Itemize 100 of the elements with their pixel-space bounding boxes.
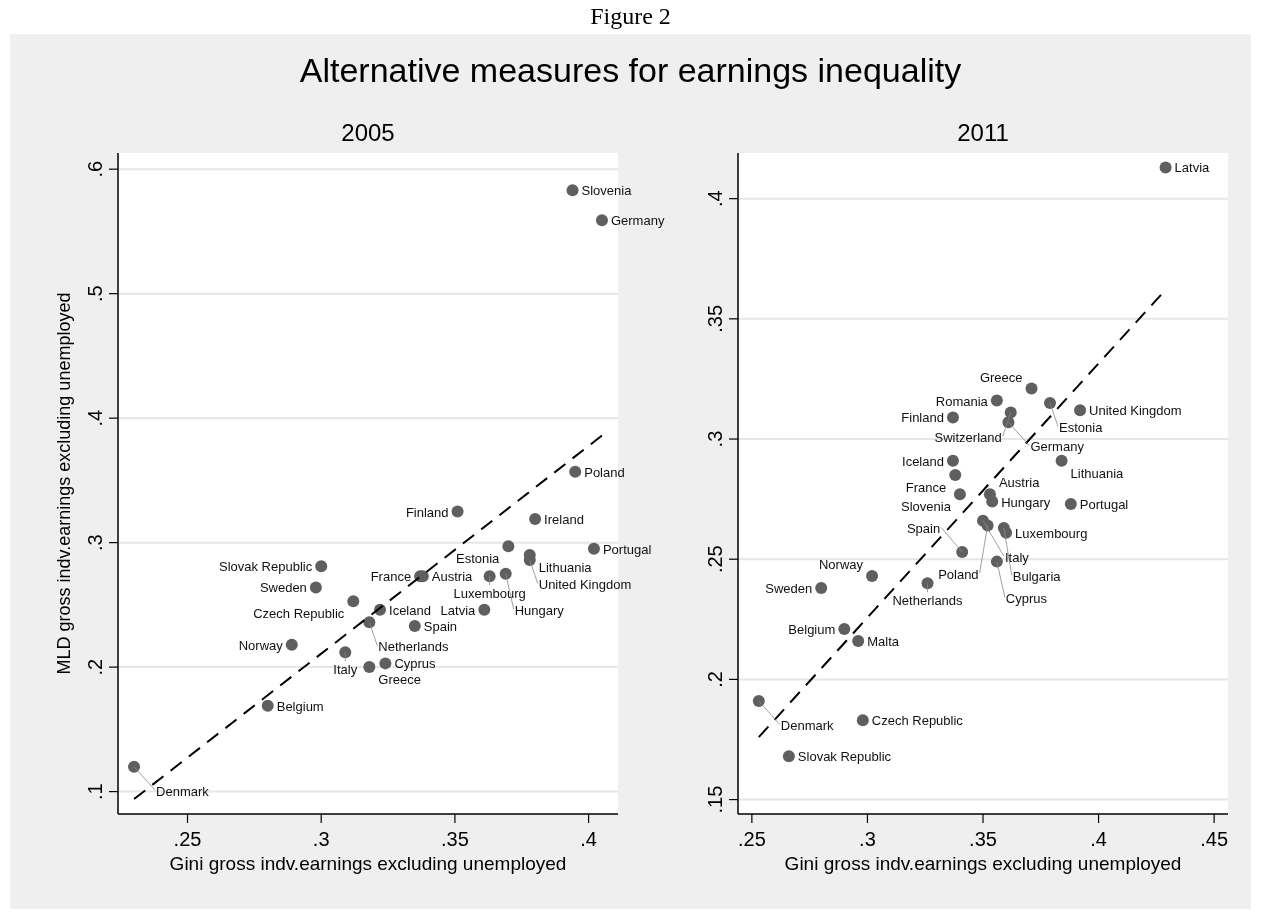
point bbox=[502, 540, 515, 553]
y-tick-label: .2 bbox=[704, 671, 726, 688]
point bbox=[408, 620, 421, 633]
point bbox=[566, 184, 579, 197]
annotation: Austria bbox=[998, 475, 1041, 491]
point bbox=[752, 695, 765, 708]
y-axis-title: MLD gross indv.earnings excluding unemployed bbox=[54, 292, 74, 675]
annotation: Denmark bbox=[780, 718, 835, 734]
annotation: Hungary bbox=[1001, 494, 1051, 510]
annotation: Lithuania bbox=[538, 560, 593, 576]
annotation: Austria bbox=[431, 569, 474, 585]
point bbox=[347, 595, 360, 608]
x-tick-label: .4 bbox=[1090, 828, 1107, 850]
point bbox=[1025, 382, 1038, 395]
annotation: Lithuania bbox=[1070, 465, 1125, 481]
annotation: Belgium bbox=[788, 621, 836, 637]
annotation: Greece bbox=[979, 369, 1023, 385]
annotation: Luxembourg bbox=[453, 586, 526, 602]
annotation: Luxembourg bbox=[1015, 525, 1088, 541]
point bbox=[285, 638, 298, 651]
point bbox=[315, 560, 328, 573]
annotation: Malta bbox=[867, 633, 900, 649]
annotation: Estonia bbox=[456, 551, 501, 567]
x-tick-label: .35 bbox=[969, 828, 997, 850]
annotation: Italy bbox=[1005, 549, 1030, 565]
point bbox=[1074, 404, 1087, 417]
caption: Figure 2 bbox=[590, 3, 671, 29]
point bbox=[949, 469, 962, 482]
annotation: France bbox=[370, 569, 412, 585]
annotation: Norway bbox=[238, 637, 284, 653]
annotation: Slovak Republic bbox=[797, 749, 892, 765]
annotation: Portugal bbox=[1079, 496, 1129, 512]
annotation: France bbox=[905, 480, 947, 496]
annotation: Slovenia bbox=[581, 183, 633, 199]
y-tick-label: .25 bbox=[704, 545, 726, 574]
point bbox=[866, 570, 879, 583]
annotation: Latvia bbox=[1174, 160, 1211, 176]
annotation: Denmark bbox=[156, 783, 210, 799]
annotation: Iceland bbox=[389, 602, 431, 618]
annotation: Romania bbox=[935, 393, 989, 409]
point bbox=[363, 661, 376, 674]
y-tick-label: .4 bbox=[84, 409, 106, 427]
annotation: Ireland bbox=[544, 511, 584, 527]
point bbox=[852, 634, 865, 647]
point bbox=[1055, 454, 1068, 467]
point bbox=[1044, 396, 1057, 409]
annotation: Greece bbox=[378, 672, 421, 688]
x-tick-label: .25 bbox=[737, 828, 766, 850]
annotation: Switzerland bbox=[934, 429, 1002, 445]
point bbox=[856, 714, 869, 727]
annotation: Belgium bbox=[276, 698, 324, 714]
point bbox=[478, 603, 491, 616]
annotation: Slovenia bbox=[901, 499, 952, 515]
annotation: Spain bbox=[906, 521, 941, 536]
text: Alternative measures for earnings inequality bbox=[299, 51, 962, 89]
chart-title: 2011 bbox=[957, 119, 1009, 146]
annotation: Poland bbox=[938, 566, 979, 582]
point bbox=[529, 512, 542, 525]
y-tick-label: .35 bbox=[704, 304, 726, 333]
point bbox=[309, 581, 322, 594]
x-tick-label: .4 bbox=[580, 828, 597, 850]
x-tick-label: .35 bbox=[440, 828, 469, 850]
annotation: Latvia bbox=[440, 602, 477, 618]
point bbox=[990, 394, 1003, 407]
annotation: Cyprus bbox=[394, 656, 437, 672]
point bbox=[499, 567, 512, 580]
annotation: Norway bbox=[818, 557, 864, 573]
point bbox=[986, 495, 999, 508]
x-tick-label: .3 bbox=[859, 828, 876, 850]
chart-title: 2005 bbox=[341, 119, 395, 146]
y-tick-label: .2 bbox=[84, 658, 106, 676]
annotation: Czech Republic bbox=[871, 713, 964, 729]
annotation: Netherlands bbox=[892, 593, 964, 609]
point bbox=[339, 646, 352, 659]
annotation: Iceland bbox=[902, 453, 944, 469]
y-tick-label: .3 bbox=[84, 534, 106, 551]
annotation: Sweden bbox=[259, 580, 307, 596]
annotation: Sweden bbox=[765, 581, 813, 597]
point bbox=[483, 570, 496, 583]
annotation: Hungary bbox=[514, 602, 565, 618]
y-tick-label: .15 bbox=[704, 785, 726, 814]
annotation: Slovak Republic bbox=[218, 559, 313, 575]
y-tick-label: .4 bbox=[704, 190, 726, 208]
annotation: Portugal bbox=[602, 541, 652, 557]
point bbox=[782, 750, 795, 763]
point bbox=[261, 699, 274, 712]
point bbox=[946, 411, 959, 424]
point bbox=[815, 582, 828, 595]
annotation: Bulgaria bbox=[1012, 568, 1062, 584]
point bbox=[953, 488, 966, 501]
y-tick-label: .1 bbox=[84, 783, 106, 800]
point bbox=[569, 465, 582, 478]
annotation: United Kingdom bbox=[538, 577, 632, 593]
point bbox=[587, 542, 600, 555]
y-tick-label: .5 bbox=[84, 285, 106, 303]
annotation: Poland bbox=[584, 464, 625, 480]
annotation: Germany bbox=[610, 213, 665, 229]
annotation: Germany bbox=[1030, 439, 1085, 455]
annotation: Spain bbox=[423, 619, 458, 635]
point bbox=[451, 505, 464, 518]
